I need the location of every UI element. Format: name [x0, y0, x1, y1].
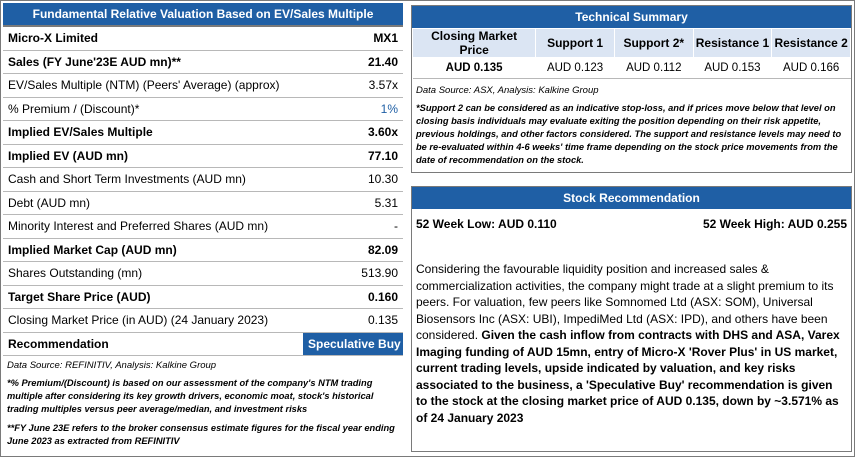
row-value: 77.10	[303, 143, 403, 168]
table-row: Shares Outstanding (mn) 513.90	[3, 261, 403, 285]
table-row: Micro-X Limited MX1	[3, 25, 403, 50]
row-value: 3.60x	[303, 120, 403, 144]
table-row: Closing Market Price (in AUD) (24 Januar…	[3, 308, 403, 332]
row-value: -	[303, 214, 403, 238]
column-header: Support 2*	[613, 28, 694, 58]
row-value: 1%	[303, 96, 403, 121]
row-label: Cash and Short Term Investments (AUD mn)	[3, 167, 303, 191]
technical-table: Closing Market Price Support 1 Support 2…	[411, 28, 851, 79]
table-header-row: Closing Market Price Support 1 Support 2…	[411, 28, 851, 58]
row-label: Shares Outstanding (mn)	[3, 261, 303, 285]
row-label: EV/Sales Multiple (NTM) (Peers' Average)…	[3, 73, 303, 97]
week-high: 52 Week High: AUD 0.255	[702, 217, 847, 231]
row-value: MX1	[303, 25, 403, 50]
recommendation-text-normal: Considering the favourable liquidity pos…	[416, 262, 834, 342]
recommendation-title: Stock Recommendation	[412, 187, 851, 209]
row-label: Implied EV/Sales Multiple	[3, 120, 303, 144]
valuation-table: Micro-X Limited MX1 Sales (FY June'23E A…	[3, 25, 403, 356]
row-label: Minority Interest and Preferred Shares (…	[3, 214, 303, 238]
technical-note: *Support 2 can be considered as an indic…	[416, 103, 842, 165]
row-label: Micro-X Limited	[3, 25, 303, 50]
table-row: Target Share Price (AUD) 0.160	[3, 284, 403, 309]
table-row: Cash and Short Term Investments (AUD mn)…	[3, 167, 403, 191]
recommendation-text-bold: Given the cash inflow from contracts wit…	[416, 328, 840, 425]
row-value: 3.57x	[303, 73, 403, 97]
table-row: Sales (FY June'23E AUD mn)** 21.40	[3, 49, 403, 74]
week-low: 52 Week Low: AUD 0.110	[416, 217, 557, 231]
row-label: Closing Market Price (in AUD) (24 Januar…	[3, 308, 303, 332]
recommendation-badge: Speculative Buy	[303, 331, 403, 356]
recommendation-panel: Stock Recommendation 52 Week Low: AUD 0.…	[411, 186, 852, 452]
valuation-panel: Fundamental Relative Valuation Based on …	[3, 3, 403, 448]
row-value: 0.135	[303, 308, 403, 332]
row-label: Implied Market Cap (AUD mn)	[3, 237, 303, 262]
row-value: 10.30	[303, 167, 403, 191]
valuation-source: Data Source: REFINITIV, Analysis: Kalkin…	[7, 360, 217, 371]
row-label: Implied EV (AUD mn)	[3, 143, 303, 168]
row-value: 513.90	[303, 261, 403, 285]
table-row: Recommendation Speculative Buy	[3, 331, 403, 356]
week-range: 52 Week Low: AUD 0.110 52 Week High: AUD…	[412, 209, 851, 231]
column-header: Support 1	[535, 28, 615, 58]
row-value: 82.09	[303, 237, 403, 262]
technical-source: Data Source: ASX, Analysis: Kalkine Grou…	[416, 85, 599, 96]
row-label: % Premium / (Discount)*	[3, 96, 303, 121]
row-label: Recommendation	[3, 331, 303, 356]
cell-support-2: AUD 0.112	[614, 57, 694, 79]
cell-closing-price: AUD 0.135	[412, 57, 536, 79]
valuation-note-fy: **FY June 23E refers to the broker conse…	[7, 423, 395, 446]
row-value: 0.160	[303, 284, 403, 309]
valuation-title: Fundamental Relative Valuation Based on …	[3, 3, 403, 25]
cell-resistance-2: AUD 0.166	[771, 57, 851, 79]
table-row: Implied EV (AUD mn) 77.10	[3, 143, 403, 168]
table-row: Implied Market Cap (AUD mn) 82.09	[3, 237, 403, 262]
row-label: Debt (AUD mn)	[3, 190, 303, 215]
table-row: EV/Sales Multiple (NTM) (Peers' Average)…	[3, 73, 403, 97]
row-value: 5.31	[303, 190, 403, 215]
row-label: Target Share Price (AUD)	[3, 284, 303, 309]
row-value: 21.40	[303, 49, 403, 74]
column-header: Resistance 2	[771, 28, 851, 58]
table-row: % Premium / (Discount)* 1%	[3, 96, 403, 121]
valuation-note-premium: *% Premium/(Discount) is based on our as…	[7, 378, 374, 414]
cell-support-1: AUD 0.123	[535, 57, 615, 79]
column-header: Resistance 1	[692, 28, 773, 58]
table-row: Implied EV/Sales Multiple 3.60x	[3, 120, 403, 144]
column-header: Closing Market Price	[411, 28, 537, 58]
technical-title: Technical Summary	[412, 6, 851, 28]
row-label: Sales (FY June'23E AUD mn)**	[3, 49, 303, 74]
recommendation-text: Considering the favourable liquidity pos…	[412, 261, 851, 426]
table-row: Debt (AUD mn) 5.31	[3, 190, 403, 215]
technical-panel: Technical Summary Closing Market Price S…	[411, 5, 852, 173]
cell-resistance-1: AUD 0.153	[693, 57, 772, 79]
table-row: AUD 0.135 AUD 0.123 AUD 0.112 AUD 0.153 …	[412, 57, 851, 79]
table-row: Minority Interest and Preferred Shares (…	[3, 214, 403, 238]
